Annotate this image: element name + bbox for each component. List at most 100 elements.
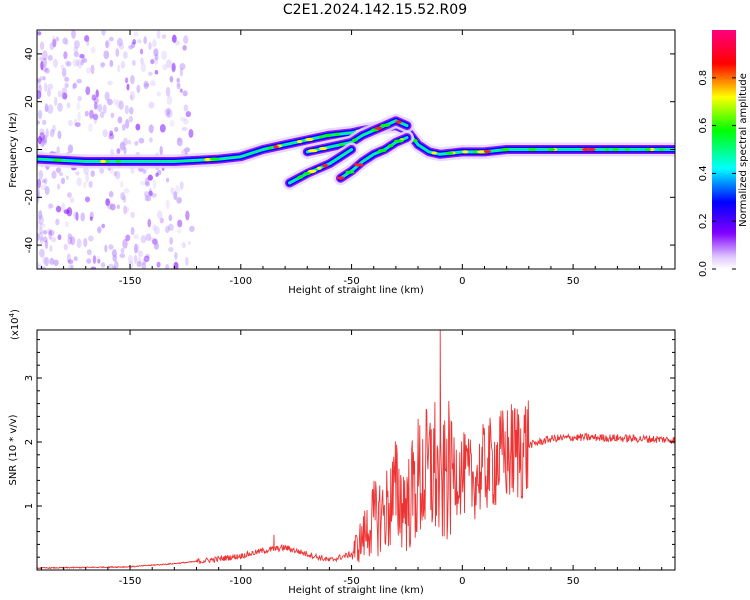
noise-blob: [73, 118, 77, 127]
y-tick-label: -20: [24, 189, 35, 205]
noise-blob: [57, 90, 62, 98]
noise-blob: [114, 126, 119, 133]
noise-blob: [156, 261, 161, 268]
noise-blob: [39, 56, 43, 61]
noise-blob: [47, 104, 54, 115]
noise-blob: [117, 116, 123, 124]
hot-spot: [273, 145, 279, 149]
noise-blob: [130, 211, 136, 219]
noise-blob: [73, 51, 79, 58]
noise-blob: [37, 109, 43, 120]
noise-blob: [37, 89, 40, 99]
noise-blob: [130, 227, 135, 236]
hot-spot: [547, 147, 556, 152]
noise-blob: [76, 78, 82, 84]
noise-blob: [37, 78, 42, 88]
noise-blob: [42, 57, 48, 68]
noise-blob: [122, 238, 128, 249]
snr-panel: -150 -100 -50 0 50 1 2 3 Height of straight lin…: [8, 309, 676, 596]
hot-spot: [303, 171, 311, 176]
noise-blob: [64, 59, 70, 67]
noise-blob: [104, 91, 110, 101]
noise-blob: [147, 174, 153, 181]
noise-blob: [157, 210, 163, 220]
noise-blob: [107, 80, 113, 86]
noise-blob: [52, 38, 57, 48]
noise-blob: [67, 233, 73, 239]
noise-blob: [63, 243, 69, 251]
hot-spot: [298, 175, 304, 179]
noise-blob: [116, 204, 120, 210]
noise-blob: [43, 82, 48, 93]
hot-spot: [462, 150, 469, 154]
noise-blob: [93, 115, 98, 125]
noise-blob: [133, 243, 138, 254]
x-tick-label: 0: [459, 276, 465, 287]
x-tick-label: -50: [343, 276, 359, 287]
noise-blob: [61, 202, 66, 212]
noise-blob: [69, 196, 75, 204]
noise-blob: [58, 172, 64, 177]
hot-spot: [431, 151, 437, 155]
noise-blob: [176, 77, 180, 83]
noise-blob: [72, 82, 78, 89]
spectrogram-marks: [37, 30, 675, 269]
noise-blob: [114, 170, 121, 180]
noise-blob: [102, 129, 108, 138]
noise-blob: [166, 109, 173, 118]
noise-blob: [154, 225, 160, 235]
noise-blob: [47, 203, 53, 210]
noise-blob: [84, 196, 91, 203]
noise-blob: [90, 170, 95, 177]
hot-spot: [353, 163, 364, 167]
noise-blob: [80, 212, 86, 222]
noise-blob: [120, 180, 124, 188]
noise-blob: [129, 106, 134, 115]
noise-blob: [118, 100, 124, 110]
noise-blob: [89, 211, 94, 220]
noise-blob: [64, 82, 69, 89]
noise-blob: [165, 263, 170, 269]
y-tick-label: 40: [24, 48, 35, 61]
hot-spot: [527, 147, 538, 152]
noise-blob: [76, 102, 81, 111]
noise-blob: [67, 263, 74, 269]
noise-blob: [42, 230, 48, 235]
noise-blob: [176, 82, 181, 90]
hot-spot: [377, 149, 387, 153]
noise-blob: [183, 104, 189, 112]
hot-spot: [204, 158, 212, 162]
noise-blob: [73, 256, 78, 262]
noise-blob: [40, 60, 44, 71]
noise-blob: [126, 83, 130, 91]
noise-blob: [103, 50, 110, 60]
noise-blob: [39, 226, 43, 235]
colorbar-label: Normalized spectral amplitude: [738, 73, 749, 227]
noise-blob: [97, 103, 103, 112]
hot-spot: [345, 170, 355, 174]
noise-blob: [75, 122, 81, 128]
noise-blob: [176, 197, 182, 204]
x-tick-label: -150: [119, 276, 142, 287]
noise-blob: [45, 128, 49, 138]
snr-plot-area: [37, 330, 675, 570]
noise-blob: [109, 203, 116, 211]
y-tick-label: 3: [24, 375, 35, 381]
noise-blob: [138, 250, 143, 258]
noise-blob: [116, 99, 121, 109]
noise-blob: [116, 148, 121, 155]
noise-blob: [42, 66, 48, 73]
hot-spot: [649, 147, 655, 152]
noise-blob: [47, 83, 54, 90]
noise-blob: [130, 74, 135, 85]
snr-series-line: [37, 330, 675, 570]
noise-blob: [83, 181, 87, 189]
noise-blob: [90, 46, 96, 54]
noise-blob: [79, 53, 85, 59]
spectrogram-x-label: Height of straight line (km): [288, 285, 424, 296]
noise-blob: [164, 108, 171, 117]
noise-blob: [148, 124, 154, 134]
noise-blob: [177, 228, 182, 234]
noise-blob: [75, 59, 80, 67]
noise-blob: [181, 126, 188, 131]
